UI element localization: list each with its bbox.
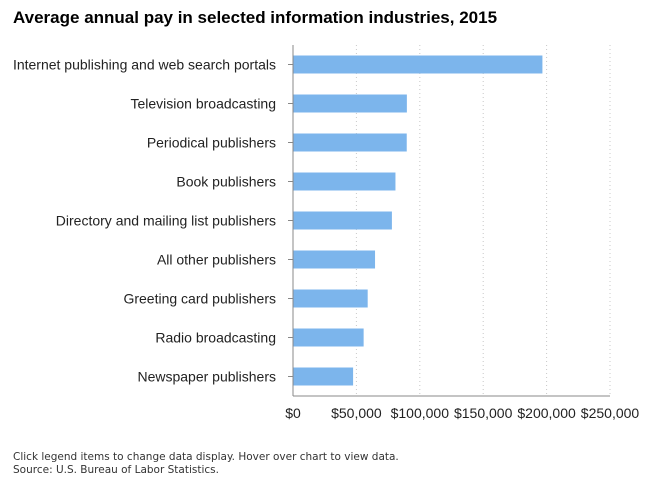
x-tick-label: $100,000: [391, 405, 450, 421]
bar[interactable]: [293, 55, 543, 74]
x-tick-label: $50,000: [331, 405, 382, 421]
chart-title: Average annual pay in selected informati…: [13, 8, 498, 27]
category-label: Directory and mailing list publishers: [56, 213, 276, 229]
category-label: Periodical publishers: [147, 135, 276, 151]
footer-instructions: Click legend items to change data displa…: [13, 451, 399, 463]
category-label: Radio broadcasting: [155, 330, 276, 346]
bar[interactable]: [293, 250, 376, 269]
chart-footer: Click legend items to change data displa…: [13, 451, 399, 477]
x-tick-label: $200,000: [517, 405, 576, 421]
bar[interactable]: [293, 211, 392, 230]
category-label: Television broadcasting: [130, 96, 276, 112]
x-tick-label: $150,000: [454, 405, 513, 421]
category-labels: Internet publishing and web search porta…: [13, 57, 276, 385]
category-label: Internet publishing and web search porta…: [13, 57, 276, 73]
x-tick-label: $0: [285, 405, 301, 421]
axes: [288, 45, 610, 397]
category-label: All other publishers: [157, 252, 276, 268]
bar[interactable]: [293, 133, 407, 152]
category-label: Newspaper publishers: [137, 369, 276, 385]
category-label: Book publishers: [176, 174, 276, 190]
bar[interactable]: [293, 172, 396, 191]
bar[interactable]: [293, 328, 364, 347]
x-tick-label: $250,000: [581, 405, 640, 421]
category-label: Greeting card publishers: [123, 291, 276, 307]
bar[interactable]: [293, 289, 368, 308]
footer-source: Source: U.S. Bureau of Labor Statistics.: [13, 464, 219, 476]
bars[interactable]: [293, 55, 543, 386]
bar[interactable]: [293, 94, 407, 113]
bar[interactable]: [293, 367, 354, 386]
tick-labels: $0 $50,000 $100,000 $150,000 $200,000 $250,00…: [285, 405, 639, 421]
